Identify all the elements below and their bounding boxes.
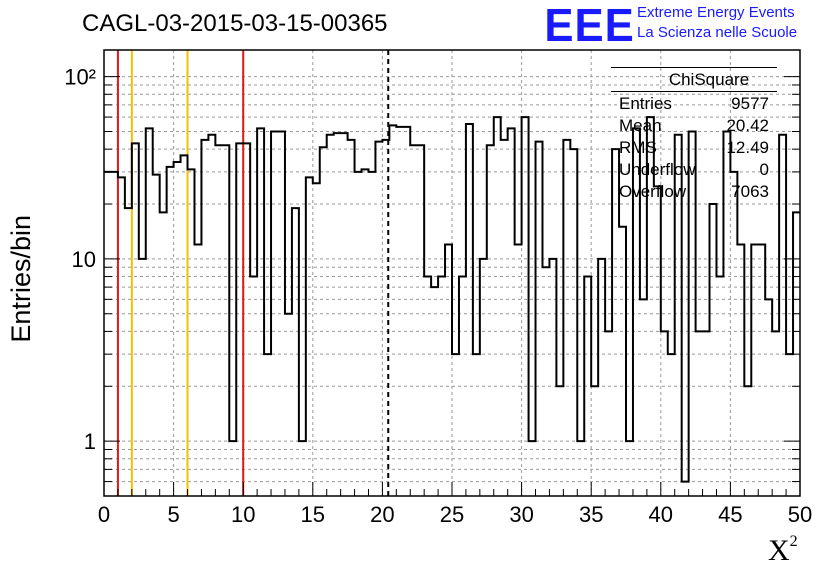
stats-row: Mean 20.42 xyxy=(611,115,777,137)
x-tick-label: 10 xyxy=(231,502,255,527)
x-axis-label-superscript: 2 xyxy=(789,533,798,550)
stats-label: RMS xyxy=(619,138,657,157)
x-axis-label-base: X xyxy=(768,534,790,567)
eee-logo: EEE xyxy=(544,0,635,51)
stats-value: 9577 xyxy=(731,94,769,113)
x-tick-label: 35 xyxy=(579,502,603,527)
x-tick-label: 20 xyxy=(370,502,394,527)
y-tick-label: 1 xyxy=(84,429,96,454)
x-axis-label: X2 xyxy=(768,533,798,568)
stats-value: 0 xyxy=(759,160,769,179)
stats-title: ChiSquare xyxy=(668,70,750,89)
y-tick-label: 10 xyxy=(72,247,96,272)
stats-title-rule xyxy=(611,91,777,92)
stats-row: RMS 12.49 xyxy=(611,137,777,159)
stats-value: 12.49 xyxy=(726,138,769,157)
x-tick-label: 45 xyxy=(718,502,742,527)
stats-value: 20.42 xyxy=(726,116,769,135)
stats-top-rule xyxy=(611,67,777,68)
stats-value: 7063 xyxy=(731,182,769,201)
y-tick-label: 10² xyxy=(64,65,96,90)
y-axis-label: Entries/bin xyxy=(6,215,36,343)
logo-text-line-1: Extreme Energy Events xyxy=(637,4,795,21)
stats-row: Overflow 7063 xyxy=(611,181,777,203)
x-tick-label: 40 xyxy=(649,502,673,527)
histogram-outline xyxy=(104,116,800,483)
stats-label: Entries xyxy=(619,94,672,113)
x-tick-label: 5 xyxy=(167,502,179,527)
x-axis: 0 5 10 15 20 25 30 35 40 45 50 xyxy=(98,482,812,527)
stats-box: ChiSquare Entries 9577 Mean 20.42 RMS 12.49… xyxy=(611,67,777,203)
stats-label: Overflow xyxy=(619,182,687,201)
x-tick-label: 25 xyxy=(440,502,464,527)
logo-text-line-2: La Scienza nelle Scuole xyxy=(637,24,798,41)
x-tick-label: 15 xyxy=(301,502,325,527)
stats-label: Underflow xyxy=(619,160,696,179)
stats-row: Entries 9577 xyxy=(611,93,777,115)
stats-label: Mean xyxy=(619,116,662,135)
x-tick-label: 30 xyxy=(509,502,533,527)
reference-lines xyxy=(116,50,390,496)
x-tick-label: 0 xyxy=(98,502,110,527)
x-tick-label: 50 xyxy=(788,502,812,527)
chart-title: CAGL-03-2015-03-15-00365 xyxy=(82,10,388,37)
stats-row: Underflow 0 xyxy=(611,159,777,181)
y-axis: 1 10 10² xyxy=(64,65,800,497)
